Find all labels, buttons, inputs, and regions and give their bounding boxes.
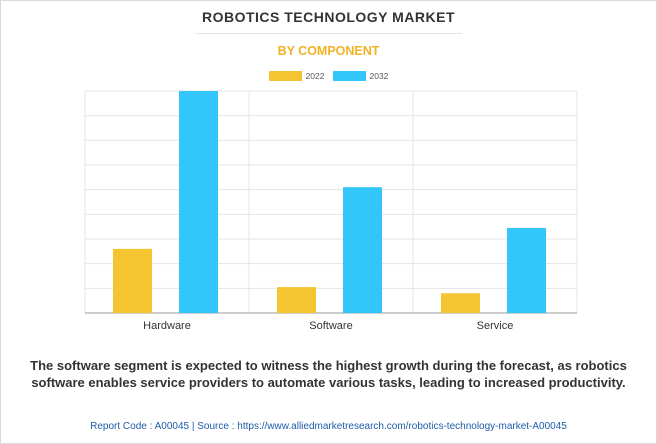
- legend-label-2022: 2022: [305, 71, 325, 81]
- legend-swatch-2022: [268, 71, 302, 81]
- bar-service-2022: [441, 293, 480, 313]
- x-tick-label: Hardware: [143, 320, 191, 332]
- legend-item-2022[interactable]: 2022: [268, 71, 325, 81]
- bar-service-2032: [507, 227, 546, 313]
- bar-hardware-2032: [179, 91, 218, 313]
- chart-title: ROBOTICS TECHNOLOGY MARKET: [201, 9, 456, 25]
- chart-subtitle: BY COMPONENT: [277, 44, 380, 58]
- bar-software-2022: [277, 287, 316, 313]
- source-citation[interactable]: Report Code : A00045 | Source : https://…: [90, 421, 567, 432]
- x-tick-label: Service: [477, 320, 514, 332]
- chart-footnote: The software segment is expected to witn…: [30, 358, 627, 390]
- legend-label-2032: 2032: [369, 71, 389, 81]
- legend-swatch-2032: [332, 71, 366, 81]
- bar-software-2032: [343, 187, 382, 313]
- legend-item-2032[interactable]: 2032: [332, 71, 389, 81]
- bar-hardware-2022: [113, 248, 152, 313]
- title-divider: [195, 33, 462, 34]
- chart-legend: 2022 2032: [0, 71, 657, 81]
- x-tick-label: Software: [309, 320, 352, 332]
